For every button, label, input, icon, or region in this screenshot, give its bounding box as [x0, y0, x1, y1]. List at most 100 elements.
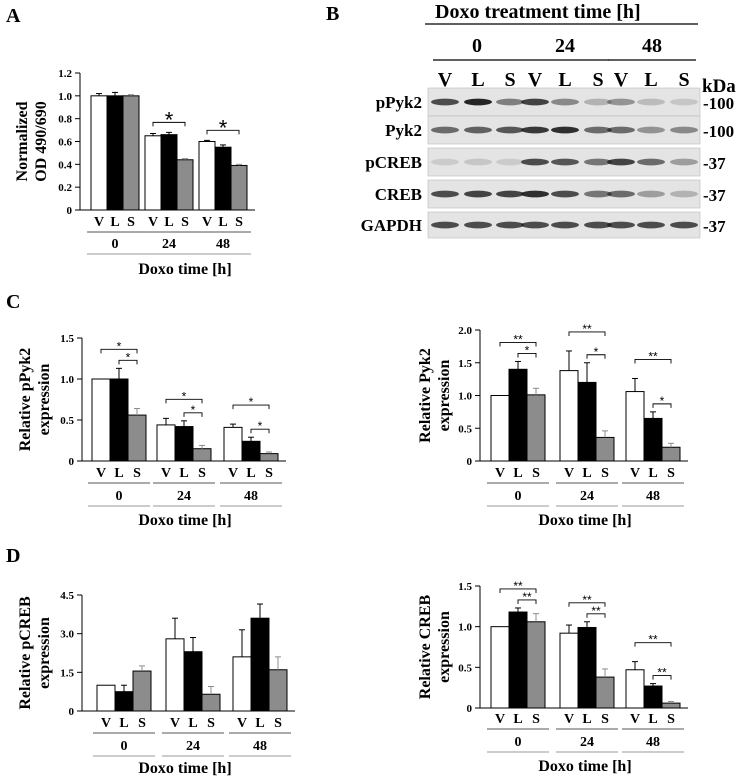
bar-0-L	[109, 378, 129, 462]
y-tick-label: 4.5	[60, 590, 74, 602]
y-tick-label: 1.0	[458, 622, 472, 634]
significance-bracket	[183, 412, 203, 417]
significance-marker: *	[525, 343, 530, 357]
bar-48-S	[230, 164, 248, 211]
blot-band	[551, 158, 579, 166]
significance-bracket	[634, 359, 672, 364]
blot-row-label: GAPDH	[361, 216, 422, 235]
bar-48-L	[643, 685, 663, 709]
y-tick-label: 0.5	[458, 423, 472, 435]
significance-bracket	[517, 599, 537, 604]
y-tick-label: 3.0	[60, 629, 74, 641]
y-tick-label: 0.5	[60, 415, 74, 427]
bar-48-L	[214, 146, 232, 211]
bar-label: V	[148, 215, 158, 230]
bar-label: S	[532, 466, 540, 481]
bar-48-S	[661, 702, 681, 709]
bar-24-L	[577, 381, 597, 462]
bar-label: S	[667, 712, 675, 727]
significance-bracket	[568, 331, 606, 336]
x-axis-label: Doxo time [h]	[138, 261, 231, 278]
blot-band	[551, 221, 579, 229]
blot-row-label: pPyk2	[376, 93, 422, 112]
blot-time-group: 48	[642, 35, 662, 57]
blot-band	[607, 190, 635, 198]
blot-band	[464, 190, 492, 198]
blot-band	[637, 221, 665, 229]
y-axis-label: Relative pPyk2 expression	[17, 348, 53, 452]
bar-label: L	[119, 716, 128, 731]
bar-label: L	[582, 712, 591, 727]
group-label: 48	[646, 489, 660, 504]
significance-marker: **	[591, 604, 601, 618]
blot-row-label: CREB	[375, 185, 422, 204]
y-tick-label: 0.5	[458, 662, 472, 674]
group-label: 48	[253, 739, 267, 754]
bar-0-V	[96, 684, 116, 712]
bar-label: L	[246, 466, 255, 481]
blot-row-label: pCREB	[365, 153, 422, 172]
bar-label: L	[110, 215, 119, 230]
blot-kda-marker: -37	[703, 186, 726, 205]
blot-title: Doxo treatment time [h]	[435, 1, 641, 23]
blot-lane-label: V	[528, 69, 543, 91]
y-axis-label: Relative Pyk2 expression	[417, 348, 453, 443]
bar-label: L	[513, 712, 522, 727]
bar-0-S	[122, 95, 140, 211]
bar-label: L	[513, 466, 522, 481]
significance-bracket	[586, 354, 606, 359]
bar-label: S	[265, 466, 273, 481]
x-axis-label: Doxo time [h]	[538, 758, 631, 775]
blot-band	[584, 98, 612, 106]
bar-24-L	[183, 651, 203, 712]
significance-bracket	[250, 428, 270, 434]
significance-bracket	[517, 352, 537, 358]
y-axis-label: Relative CREB expression	[417, 594, 453, 699]
significance-marker: *	[165, 107, 174, 132]
bar-0-L	[508, 368, 528, 462]
bar-label: S	[601, 712, 609, 727]
bar-label: V	[564, 466, 574, 481]
significance-bracket	[118, 359, 138, 365]
blot-band	[637, 158, 665, 166]
bar-label: L	[648, 466, 657, 481]
y-tick-label: 1.5	[60, 333, 74, 345]
bar-0-L	[508, 611, 528, 709]
bar-48-V	[232, 656, 252, 712]
blot-band	[607, 126, 635, 134]
blot-band	[496, 158, 524, 166]
significance-marker: **	[657, 666, 667, 680]
blot-band	[521, 98, 549, 106]
bar-label: V	[228, 466, 238, 481]
y-tick-label: 2.0	[458, 325, 472, 337]
bar-48-S	[661, 446, 681, 462]
significance-marker: *	[117, 339, 122, 353]
bar-24-L	[577, 626, 597, 709]
group-label: 24	[580, 735, 594, 750]
significance-bracket	[652, 403, 672, 408]
significance-marker: **	[648, 633, 658, 647]
y-tick-label: 1.0	[458, 391, 472, 403]
bar-48-S	[268, 669, 288, 712]
bar-24-V	[559, 632, 579, 709]
blot-band	[637, 126, 665, 134]
bar-label: V	[495, 466, 505, 481]
blot-band	[670, 126, 698, 134]
bar-24-V	[559, 370, 579, 462]
bar-0-V	[490, 395, 510, 462]
bar-48-V	[198, 141, 216, 211]
y-tick-label: 1.5	[60, 667, 74, 679]
blot-band	[464, 98, 492, 106]
significance-bracket	[652, 675, 672, 680]
bar-label: S	[127, 215, 135, 230]
blot-band	[670, 158, 698, 166]
bar-0-S	[132, 670, 152, 712]
blot-lane-label: L	[471, 69, 484, 91]
bar-label: V	[170, 716, 180, 731]
significance-marker: *	[594, 345, 599, 359]
bar-label: S	[235, 215, 243, 230]
group-label: 24	[580, 489, 594, 504]
